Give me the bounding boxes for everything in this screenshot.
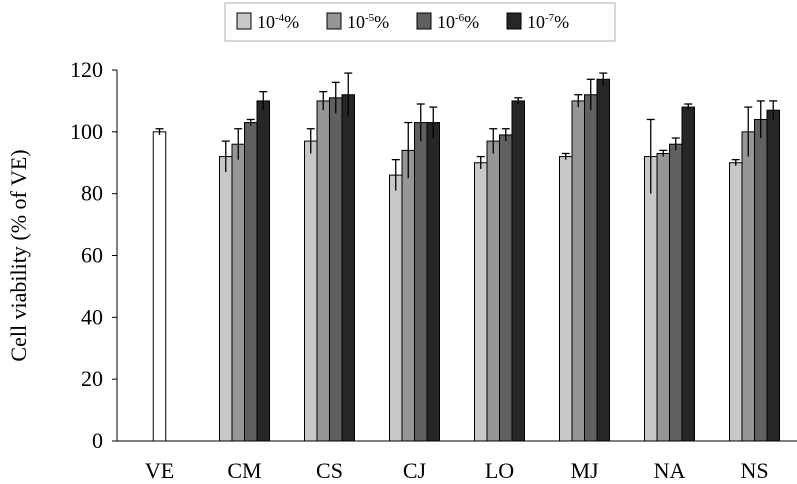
bar	[231, 143, 245, 442]
y-tick-label: 60	[81, 243, 103, 268]
y-tick-label: 120	[70, 57, 103, 82]
x-tick-label: CS	[316, 458, 343, 483]
legend: 10-4% 10-5% 10-6% 10-7%	[224, 2, 616, 42]
legend-swatch	[416, 12, 432, 30]
legend-swatch	[506, 12, 522, 30]
bar-ve	[152, 131, 167, 442]
bar	[754, 118, 768, 442]
x-tick-label: LO	[485, 458, 514, 483]
bar	[571, 100, 585, 442]
bar	[596, 78, 610, 442]
y-tick-label: 0	[92, 428, 103, 453]
bars-group	[152, 72, 780, 442]
x-tick-label: NS	[740, 458, 768, 483]
legend-label: 10-4%	[257, 12, 299, 32]
legend-label: 10-5%	[347, 12, 389, 32]
bar	[656, 152, 670, 442]
bar	[474, 162, 488, 442]
x-tick-label: CJ	[403, 458, 427, 483]
legend-label: 10-6%	[437, 12, 479, 32]
bar	[316, 100, 330, 442]
bar	[644, 156, 658, 442]
y-axis-title: Cell viability (% of VE)	[6, 149, 31, 361]
bar	[499, 134, 513, 442]
bar	[389, 174, 403, 442]
bar	[511, 100, 525, 442]
x-tick-label: VE	[145, 458, 174, 483]
bar	[329, 97, 343, 442]
legend-label: 10-7%	[527, 12, 569, 32]
x-tick-label: CM	[227, 458, 261, 483]
legend-swatch	[326, 12, 342, 30]
y-tick-label: 40	[81, 304, 103, 329]
bar	[559, 156, 573, 442]
legend-swatch	[236, 12, 252, 30]
x-axis: VE CM CS CJ LO MJ NA NS	[117, 440, 797, 483]
bar	[341, 94, 355, 442]
bar	[681, 106, 695, 442]
y-tick-label: 100	[70, 119, 103, 144]
bar	[219, 156, 233, 442]
x-tick-label: NA	[654, 458, 686, 483]
bar	[584, 94, 598, 442]
bar	[401, 149, 415, 442]
bar	[741, 131, 755, 442]
y-tick-label: 80	[81, 181, 103, 206]
y-tick-label: 20	[81, 366, 103, 391]
bar	[244, 122, 258, 442]
bar	[486, 140, 500, 442]
x-tick-label: MJ	[570, 458, 599, 483]
bar	[669, 143, 683, 442]
bar	[414, 122, 428, 442]
bar	[256, 100, 270, 442]
bar	[729, 162, 743, 442]
bar	[426, 122, 440, 442]
bar	[304, 140, 318, 442]
y-axis: 0 20 40 60 80 100 120	[70, 57, 118, 453]
bar	[766, 109, 780, 442]
